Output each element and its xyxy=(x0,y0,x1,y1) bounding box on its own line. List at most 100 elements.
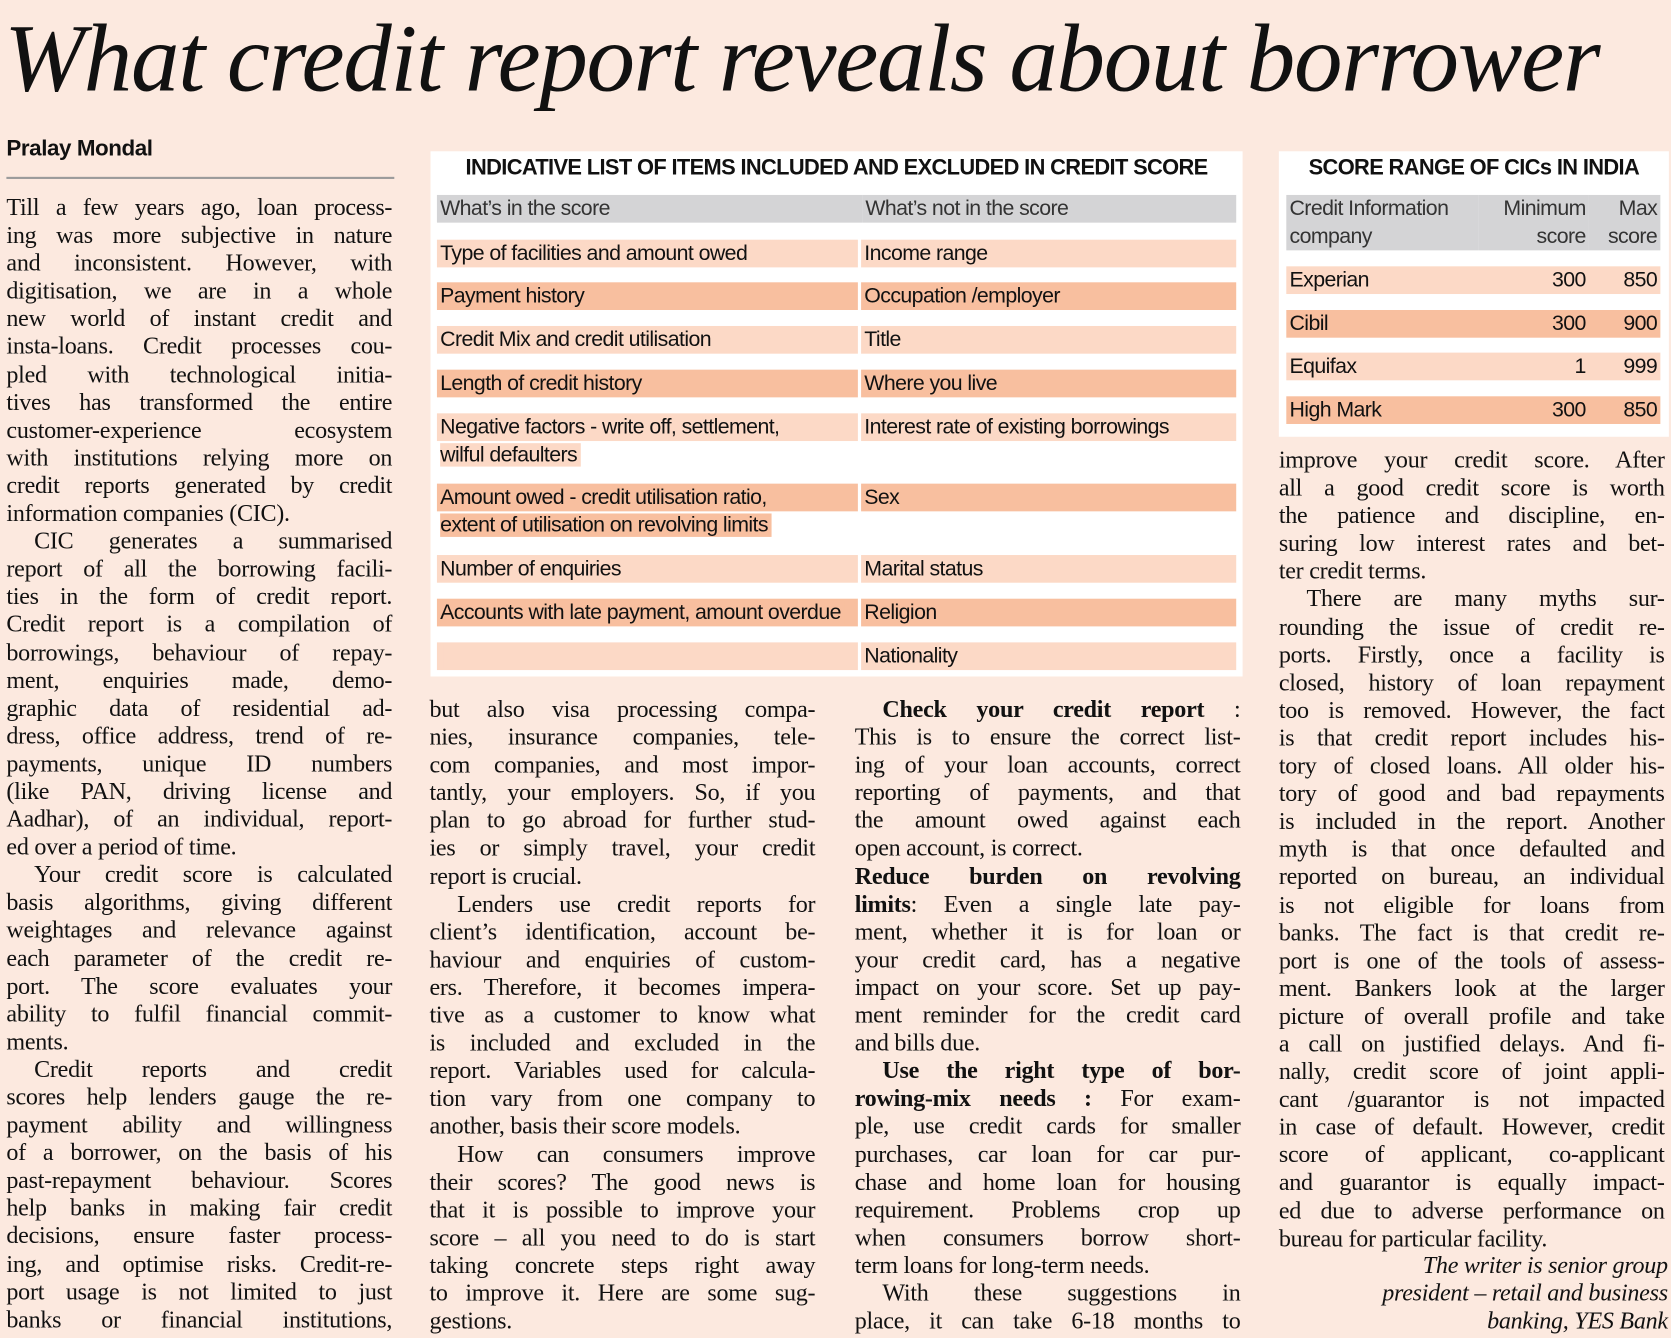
paragraph: Credit reports and credit scores help len… xyxy=(6,1056,392,1334)
text-line: port is one of the tools of assess- xyxy=(1278,946,1665,974)
minimum-score: 300 xyxy=(1551,398,1586,422)
header-line: Max xyxy=(1618,197,1658,221)
article-column-3: Check your credit report : This is to ens… xyxy=(855,696,1241,1335)
excluded-item: Sex xyxy=(861,483,1237,512)
paragraph: Use the right type of bor-rowing-mix nee… xyxy=(855,1057,1241,1279)
column-header: Credit Information company xyxy=(1286,194,1479,251)
text-line: client’s identification, account be- xyxy=(429,918,816,945)
text-line: reporting of payments, and that xyxy=(854,779,1241,806)
included-item: Accounts with late payment, amount overd… xyxy=(436,598,858,627)
table-title: SCORE RANGE OF CICs IN INDIA xyxy=(1308,155,1640,181)
table-header-row: Credit Information company Minimum score Max… xyxy=(1286,194,1661,251)
excluded-item: Marital status xyxy=(861,555,1237,583)
max-score: 900 xyxy=(1623,312,1658,336)
column-header: Minimum score xyxy=(1478,194,1589,251)
author-note-line: president – retail and business xyxy=(1382,1279,1668,1307)
table-row: Cibil 300 900 xyxy=(1286,310,1661,338)
text-line: plan to go abroad for further stud- xyxy=(429,806,816,834)
text-line: payments, unique ID numbers xyxy=(6,749,393,777)
text-line: ment reminder for the credit card xyxy=(854,1001,1241,1029)
paragraph: How can consumers improve their scores? T… xyxy=(429,1140,815,1335)
text-line: ple, use credit cards for smaller xyxy=(854,1112,1241,1140)
company-name: High Mark xyxy=(1289,398,1382,422)
text-line: ability to fulfil financial commit- xyxy=(6,1000,393,1027)
included-item-text: Accounts with late payment, amount overd… xyxy=(440,600,845,625)
paragraph: Your credit score is calculated basis alg… xyxy=(6,861,392,1056)
text-line: Check your credit report : xyxy=(855,696,1240,724)
text-line: tive as a customer to know what xyxy=(429,1001,816,1029)
text-line: and inconsistent. However, with xyxy=(6,249,393,277)
text-line: ies or simply travel, your credit xyxy=(429,834,816,862)
score-range-table: SCORE RANGE OF CICs IN INDIA Credit Info… xyxy=(1278,151,1669,437)
text-line: nies, insurance companies, tele- xyxy=(429,723,816,751)
table-row: Credit Mix and credit utilisation Title xyxy=(436,325,1237,354)
author-note-line: The writer is senior group xyxy=(1422,1251,1668,1279)
table-row: Length of credit history Where you live xyxy=(436,369,1237,398)
header-line: Minimum xyxy=(1503,197,1586,221)
column-header: What’s not in the score xyxy=(862,194,1237,223)
text-line: with institutions relying more on xyxy=(6,444,393,471)
text-line: rowing-mix needs : For exam- xyxy=(855,1085,1241,1113)
paragraph: Till a few years ago, loan process-ing w… xyxy=(6,194,392,528)
article-column-4: improve your credit score. After all a go… xyxy=(1279,446,1665,1252)
text-line: is included in the report. Another xyxy=(1278,807,1665,835)
text-line: Credit report is a compilation of xyxy=(6,610,393,638)
company-name: Experian xyxy=(1289,268,1369,292)
text-line: basis algorithms, giving different xyxy=(6,888,393,916)
excluded-item: Title xyxy=(861,325,1237,354)
table-row: Payment history Occupation /employer xyxy=(436,282,1237,311)
included-item-text: Number of enquiries xyxy=(440,557,625,581)
text-line: to improve it. Here are some sug- xyxy=(429,1279,816,1307)
excluded-item: Occupation /employer xyxy=(861,282,1237,311)
paragraph: Lenders use credit reports for client’s i… xyxy=(429,890,815,1140)
text-line: help banks in making fair credit xyxy=(6,1194,393,1222)
max-score: 850 xyxy=(1623,398,1658,422)
company-name: Cibil xyxy=(1289,312,1329,336)
text-line: score – all you need to do is start xyxy=(429,1223,816,1251)
included-item xyxy=(436,642,858,671)
table-row: Amount owed - credit utilisation ratio, e… xyxy=(436,483,1237,540)
text-line: open account, is correct. xyxy=(854,834,1083,862)
text-line: each parameter of the credit re- xyxy=(6,944,393,972)
text-line: Aadhar), of an individual, report- xyxy=(6,805,393,833)
text-line: too is removed. However, the fact xyxy=(1278,696,1665,724)
text-line: There are many myths sur- xyxy=(1306,585,1665,612)
text-line: graphic data of residential ad- xyxy=(6,694,393,721)
text-line: nally, credit score of joint appli- xyxy=(1278,1057,1665,1085)
text-line: ment, enquiries made, demo- xyxy=(6,666,393,694)
text-line: that it is possible to improve your xyxy=(429,1195,816,1223)
author-note: The writer is senior group president – re… xyxy=(1279,1252,1668,1335)
text-line: Credit reports and credit xyxy=(34,1055,393,1083)
text-line: cant /guarantor is not impacted xyxy=(1278,1085,1665,1113)
text-line: suring low interest rates and bet- xyxy=(1278,529,1665,557)
text-line: tives has transformed the entire xyxy=(6,388,393,416)
text-line: of a borrower, on the basis of his xyxy=(6,1139,393,1166)
text-line: weightages and relevance against xyxy=(6,916,393,944)
header-line: Credit Information xyxy=(1289,197,1449,221)
text-line: rounding the issue of credit re- xyxy=(1278,613,1665,640)
text-line: banks. The fact is that credit re- xyxy=(1278,918,1665,946)
paragraph: CIC generates a summarised report of all … xyxy=(6,527,392,861)
byline-divider xyxy=(6,176,395,179)
minimum-score: 300 xyxy=(1551,268,1586,292)
table-header-row: What’s in the score What’s not in the sco… xyxy=(436,194,1237,223)
text-line: How can consumers improve xyxy=(457,1140,816,1168)
included-item: Length of credit history xyxy=(436,369,858,398)
included-excluded-table: INDICATIVE LIST OF ITEMS INCLUDED AND EX… xyxy=(430,151,1243,677)
text-line: Lenders use credit reports for xyxy=(457,890,816,917)
excluded-item: Where you live xyxy=(861,369,1237,398)
text-line: ter credit terms. xyxy=(1278,557,1427,585)
table-title: INDICATIVE LIST OF ITEMS INCLUDED AND EX… xyxy=(465,155,1209,181)
table-row: Negative factors - write off, settlement… xyxy=(436,413,1237,469)
header-line: score xyxy=(1536,224,1587,249)
text-line: your credit card, has a negative xyxy=(854,945,1241,973)
text-line: ed due to adverse performance on xyxy=(1278,1196,1665,1224)
text-line: ments. xyxy=(6,1027,69,1055)
company-name: Equifax xyxy=(1289,354,1357,379)
text-line: improve your credit score. After xyxy=(1278,446,1665,473)
text-run: For exam- xyxy=(1091,1084,1241,1112)
included-item: Payment history xyxy=(436,282,858,311)
text-line: With these suggestions in xyxy=(882,1279,1241,1307)
max-score: 999 xyxy=(1623,354,1658,379)
bold-lead-in: Reduce burden on revolving xyxy=(854,862,1241,890)
